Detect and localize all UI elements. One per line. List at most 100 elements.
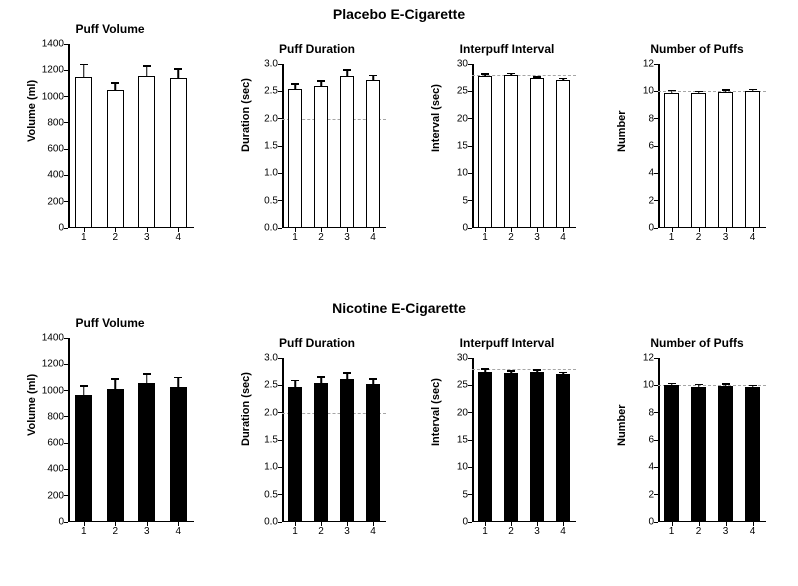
panel-title: Puff Duration (242, 336, 392, 350)
bar (107, 90, 124, 228)
section-title: Placebo E-Cigarette (249, 6, 549, 22)
y-tick-label: 200 (47, 490, 68, 501)
error-bar (83, 64, 85, 77)
bar (170, 78, 187, 228)
bar (75, 395, 92, 522)
error-cap (291, 83, 299, 85)
y-axis-label: Duration (sec) (240, 430, 252, 446)
y-tick-label: 1.0 (264, 462, 282, 473)
y-tick-label: 400 (47, 170, 68, 181)
y-axis-line (68, 44, 70, 228)
chart-panel: Number of Puffs0246810121234Number (622, 336, 772, 546)
y-tick-label: 10 (643, 380, 658, 391)
x-tick-label: 1 (81, 522, 87, 537)
error-cap (668, 90, 676, 92)
y-tick-label: 600 (47, 438, 68, 449)
y-tick-label: 25 (457, 86, 472, 97)
y-tick-label: 1200 (42, 65, 68, 76)
y-tick-label: 4 (648, 462, 658, 473)
bar (691, 387, 706, 522)
error-cap (80, 385, 88, 387)
error-cap (317, 376, 325, 378)
y-tick-label: 0 (58, 517, 68, 528)
x-tick-label: 3 (344, 228, 350, 243)
x-tick-label: 3 (344, 522, 350, 537)
bar (366, 80, 380, 228)
error-cap (695, 91, 703, 93)
bar (138, 76, 155, 228)
bar (745, 387, 760, 522)
bar (478, 372, 492, 522)
y-tick-label: 3.0 (264, 353, 282, 364)
y-tick-label: 8 (648, 113, 658, 124)
y-tick-label: 10 (457, 168, 472, 179)
error-cap (343, 372, 351, 374)
x-tick-label: 2 (508, 228, 514, 243)
y-tick-label: 5 (462, 195, 472, 206)
panel-title: Puff Volume (20, 22, 200, 36)
x-tick-label: 1 (292, 228, 298, 243)
y-tick-label: 20 (457, 407, 472, 418)
plot-area: 02004006008001000120014001234 (68, 44, 194, 228)
y-axis-label: Interval (sec) (430, 430, 442, 446)
y-tick-label: 0.5 (264, 195, 282, 206)
y-tick-label: 25 (457, 380, 472, 391)
y-axis-line (472, 64, 474, 228)
bar (718, 92, 733, 228)
error-cap (343, 69, 351, 71)
x-tick-label: 4 (370, 522, 376, 537)
x-tick-label: 1 (669, 522, 675, 537)
x-tick-label: 2 (508, 522, 514, 537)
panel-title: Interpuff Interval (432, 336, 582, 350)
bar (340, 379, 354, 522)
error-cap (111, 82, 119, 84)
y-tick-label: 6 (648, 435, 658, 446)
panel-title: Number of Puffs (622, 336, 772, 350)
y-tick-label: 800 (47, 411, 68, 422)
y-axis-line (282, 64, 284, 228)
x-tick-label: 2 (318, 522, 324, 537)
y-tick-label: 6 (648, 141, 658, 152)
error-cap (749, 89, 757, 91)
error-cap (291, 380, 299, 382)
y-tick-label: 20 (457, 113, 472, 124)
bar (314, 383, 328, 522)
y-tick-label: 600 (47, 144, 68, 155)
y-tick-label: 1.5 (264, 141, 282, 152)
error-cap (174, 377, 182, 379)
bar (745, 91, 760, 228)
y-axis-line (472, 358, 474, 522)
x-tick-label: 4 (750, 522, 756, 537)
plot-area: 0510152025301234 (472, 64, 576, 228)
plot-area: 0.00.51.01.52.02.53.01234 (282, 358, 386, 522)
bar (75, 77, 92, 228)
bar (556, 80, 570, 228)
x-tick-label: 1 (669, 228, 675, 243)
bar (556, 374, 570, 522)
error-cap (111, 378, 119, 380)
error-cap (507, 73, 515, 75)
y-tick-label: 1000 (42, 91, 68, 102)
error-cap (559, 372, 567, 374)
panel-title: Number of Puffs (622, 42, 772, 56)
x-tick-label: 1 (482, 228, 488, 243)
y-tick-label: 1400 (42, 39, 68, 50)
error-cap (507, 370, 515, 372)
error-cap (143, 373, 151, 375)
error-cap (533, 369, 541, 371)
y-tick-label: 15 (457, 435, 472, 446)
panel-title: Puff Volume (20, 316, 200, 330)
bar (530, 78, 544, 228)
y-tick-label: 15 (457, 141, 472, 152)
bar (530, 372, 544, 522)
error-cap (369, 378, 377, 380)
x-tick-label: 1 (292, 522, 298, 537)
x-tick-label: 3 (723, 228, 729, 243)
plot-area: 02004006008001000120014001234 (68, 338, 194, 522)
y-tick-label: 12 (643, 59, 658, 70)
bar (138, 383, 155, 522)
bar (504, 75, 518, 228)
y-axis-label: Duration (sec) (240, 136, 252, 152)
y-tick-label: 0.5 (264, 489, 282, 500)
error-bar (146, 65, 148, 76)
